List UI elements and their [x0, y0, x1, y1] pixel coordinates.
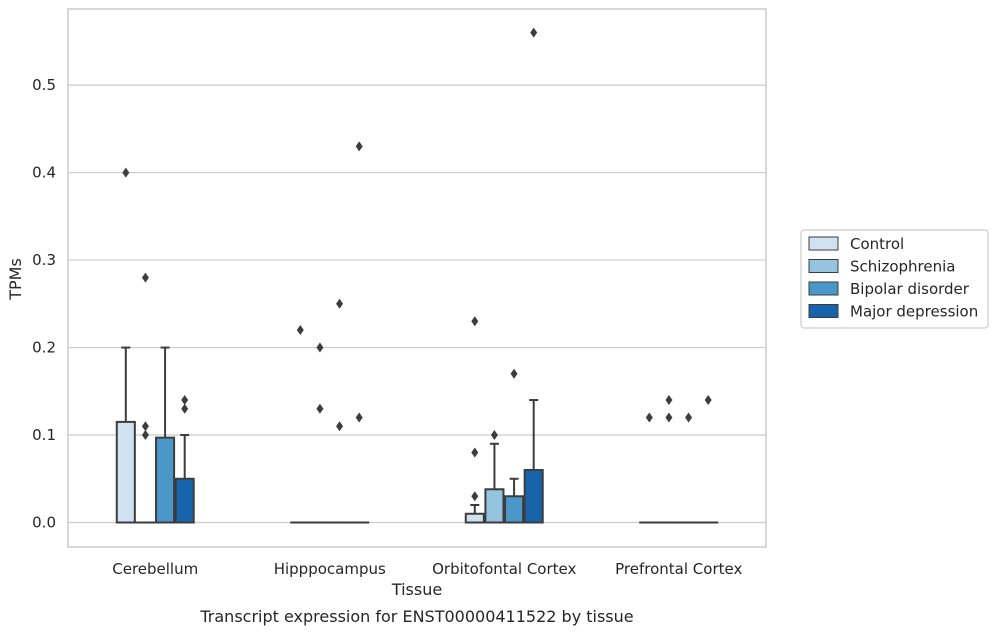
outlier-point: [336, 421, 344, 432]
outlier-point: [471, 491, 479, 502]
outlier-point: [685, 412, 693, 423]
outlier-point: [510, 368, 518, 379]
x-ticks: Cerebellum Hipppocampus Orbitofontal Corte…: [112, 560, 742, 578]
y-tick-label: 0.5: [32, 76, 56, 94]
box: [135, 272, 156, 524]
chart-title: Transcript expression for ENST0000041152…: [199, 607, 633, 626]
box: [484, 430, 505, 524]
plot-frame: [67, 8, 767, 548]
outlier-point: [355, 141, 363, 152]
box: [174, 395, 195, 524]
legend-swatch: [808, 281, 839, 296]
outlier-point: [316, 342, 324, 353]
y-tick-label: 0.3: [32, 251, 56, 269]
outlier-point: [704, 395, 712, 406]
box: [349, 141, 370, 524]
outlier-point: [141, 421, 149, 432]
outlier-point: [181, 395, 189, 406]
legend-frame: [800, 229, 989, 329]
outlier-point: [141, 272, 149, 283]
outlier-point: [645, 412, 653, 423]
outlier-point: [296, 325, 304, 336]
y-tick-label: 0.1: [32, 426, 56, 444]
box-body: [504, 495, 525, 524]
outlier-point: [665, 395, 673, 406]
outlier-point: [141, 430, 149, 441]
y-tick-label: 0.2: [32, 339, 56, 357]
outlier-point: [471, 447, 479, 458]
legend-swatch: [808, 259, 839, 273]
legend-swatch: [808, 236, 839, 251]
outlier-point: [122, 167, 130, 178]
outlier-point: [530, 27, 538, 38]
outlier-point: [181, 403, 189, 414]
box-body: [115, 420, 136, 524]
y-tick-label: 0.4: [32, 164, 56, 182]
box: [698, 395, 719, 524]
y-tick-label: 0.0: [32, 514, 56, 532]
box: [658, 395, 679, 524]
x-tick-label: Hipppocampus: [274, 560, 386, 578]
legend-label: Bipolar disorder: [850, 280, 970, 298]
box: [155, 346, 176, 524]
x-tick-label: Prefrontal Cortex: [615, 560, 742, 578]
box: [464, 316, 485, 524]
outlier-point: [490, 430, 498, 441]
outlier-point: [336, 298, 344, 309]
legend-label: Major depression: [850, 303, 978, 321]
legend-label: Schizophrenia: [850, 258, 955, 276]
x-tick-label: Cerebellum: [112, 560, 198, 578]
box: [504, 368, 525, 524]
legend-swatch: [808, 304, 839, 318]
x-axis-title: Tissue: [391, 580, 442, 599]
box: [329, 298, 350, 524]
boxes: [115, 27, 719, 524]
outlier-point: [665, 412, 673, 423]
outlier-point: [316, 403, 324, 414]
box-body: [464, 512, 485, 524]
box-body: [155, 436, 176, 524]
box-body: [523, 469, 544, 524]
box-body: [484, 488, 505, 524]
box-body: [174, 477, 195, 524]
box: [290, 325, 311, 524]
y-ticks: 0.0 0.1 0.2 0.3 0.4 0.5: [32, 76, 56, 531]
legend-label: Control: [850, 235, 904, 253]
box: [523, 27, 544, 524]
box: [678, 412, 699, 524]
y-axis-title: TPMs: [6, 258, 25, 301]
outlier-point: [355, 412, 363, 423]
box: [309, 342, 330, 524]
x-tick-label: Orbitofontal Cortex: [432, 560, 576, 578]
box: [115, 167, 136, 524]
box: [639, 412, 660, 524]
legend: Control Schizophrenia Bipolar disorder Majo…: [800, 229, 989, 329]
outlier-point: [471, 316, 479, 327]
